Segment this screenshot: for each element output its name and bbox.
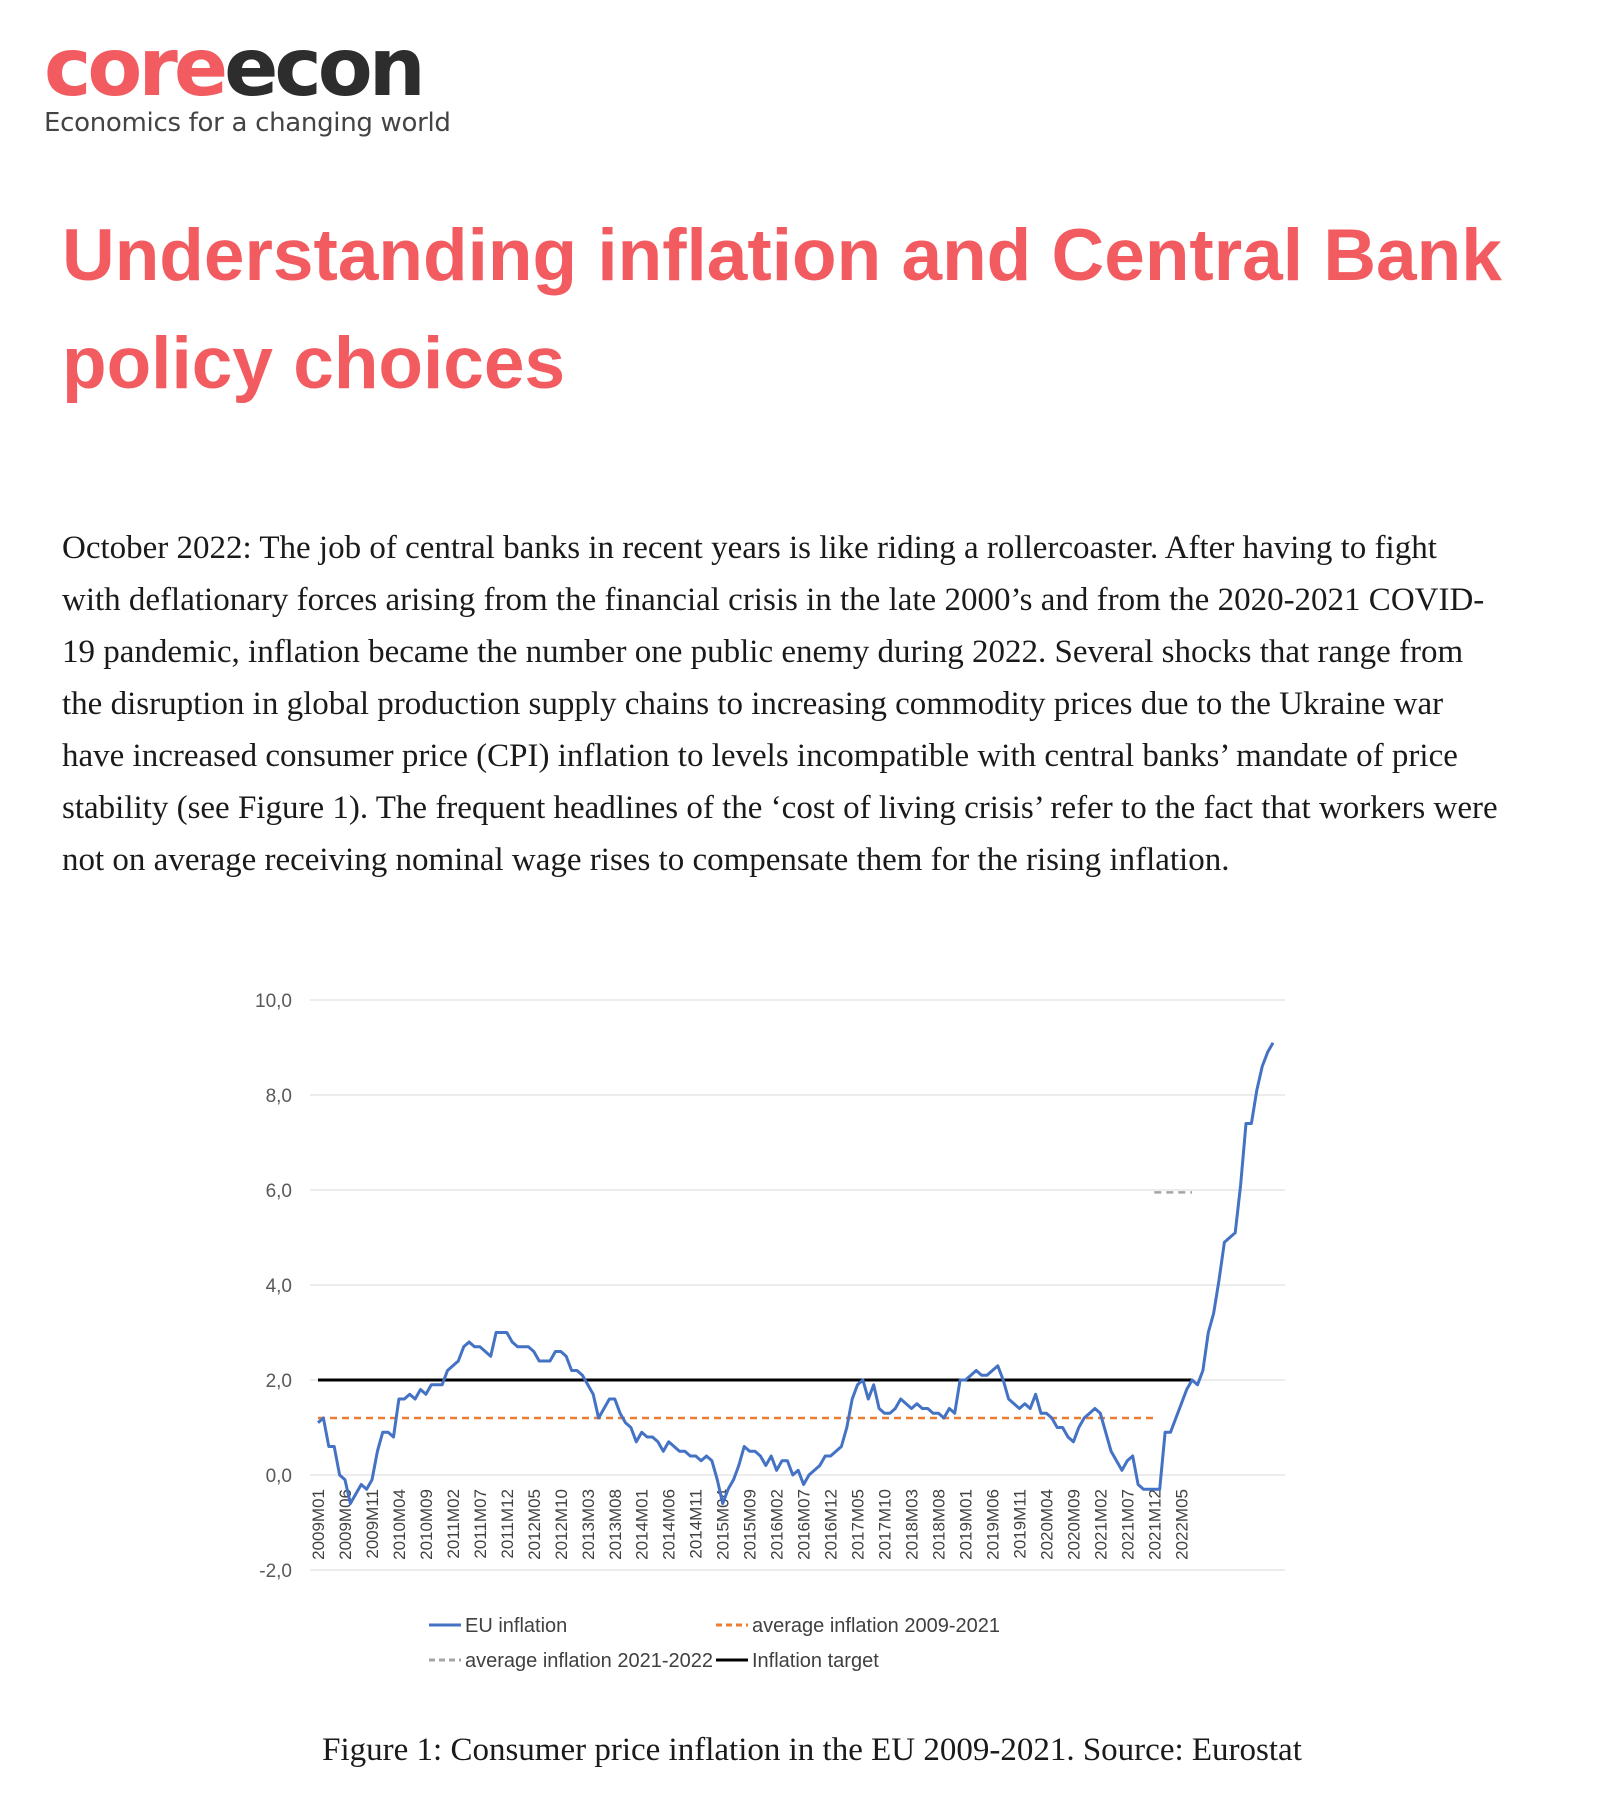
legend-entry: EU inflation bbox=[465, 1615, 567, 1637]
legend-entry: average inflation 2009-2021 bbox=[752, 1615, 1000, 1637]
x-tick-label: 2009M11 bbox=[363, 1489, 382, 1559]
x-tick-label: 2014M06 bbox=[660, 1489, 679, 1560]
x-tick-label: 2017M10 bbox=[876, 1489, 895, 1560]
article-paragraph: October 2022: The job of central banks i… bbox=[62, 530, 1498, 878]
y-tick-label: -2,0 bbox=[259, 1561, 292, 1582]
y-tick-label: 8,0 bbox=[266, 1086, 292, 1107]
x-tick-label: 2011M12 bbox=[498, 1489, 517, 1559]
x-tick-label: 2011M07 bbox=[471, 1489, 490, 1559]
x-tick-label: 2013M08 bbox=[606, 1489, 625, 1560]
legend-entry: Inflation target bbox=[752, 1650, 879, 1672]
logo-wordmark: coreecon bbox=[44, 28, 451, 108]
logo-tagline: Economics for a changing world bbox=[44, 108, 451, 138]
legend-entry: average inflation 2021-2022 bbox=[465, 1650, 713, 1672]
x-tick-label: 2009M06 bbox=[336, 1489, 355, 1560]
x-tick-label: 2010M09 bbox=[417, 1489, 436, 1560]
x-tick-label: 2017M05 bbox=[849, 1489, 868, 1560]
x-tick-label: 2021M02 bbox=[1091, 1489, 1110, 1560]
y-tick-label: 2,0 bbox=[266, 1371, 292, 1392]
x-tick-label: 2016M12 bbox=[822, 1489, 841, 1560]
figure-caption: Figure 1: Consumer price inflation in th… bbox=[322, 1732, 1302, 1768]
x-tick-label: 2016M02 bbox=[768, 1489, 787, 1560]
x-tick-label: 2018M03 bbox=[903, 1489, 922, 1560]
logo-word-econ: econ bbox=[224, 21, 426, 114]
x-tick-label: 2012M10 bbox=[552, 1489, 571, 1560]
x-tick-label: 2016M07 bbox=[795, 1489, 814, 1560]
x-tick-label: 2018M08 bbox=[929, 1489, 948, 1560]
x-tick-label: 2021M12 bbox=[1145, 1489, 1164, 1560]
x-tick-label: 2019M06 bbox=[983, 1489, 1002, 1560]
x-tick-label: 2014M01 bbox=[633, 1489, 652, 1560]
x-tick-label: 2012M05 bbox=[525, 1489, 544, 1560]
y-tick-label: 6,0 bbox=[266, 1181, 292, 1202]
x-tick-label: 2019M01 bbox=[956, 1489, 975, 1560]
x-tick-label: 2019M11 bbox=[1010, 1489, 1029, 1559]
y-tick-label: 4,0 bbox=[266, 1276, 292, 1297]
x-tick-label: 2015M09 bbox=[741, 1489, 760, 1560]
x-tick-label: 2013M03 bbox=[579, 1489, 598, 1560]
inflation-chart: 10,0 8,0 6,0 4,0 2,0 0,0 -2,0 2009M01 2009M06 200… bbox=[255, 991, 1285, 1672]
x-tick-label: 2011M02 bbox=[444, 1489, 463, 1559]
x-tick-label: 2022M05 bbox=[1172, 1489, 1191, 1560]
article-title: Understanding inflation and Central Bank… bbox=[62, 215, 1502, 404]
logo-word-core: core bbox=[44, 21, 228, 114]
x-tick-label: 2009M01 bbox=[309, 1489, 328, 1560]
x-tick-label: 2015M04 bbox=[714, 1489, 733, 1560]
x-tick-label: 2014M11 bbox=[687, 1489, 706, 1559]
coreecon-logo[interactable]: coreecon Economics for a changing world bbox=[44, 28, 451, 139]
x-tick-label: 2020M04 bbox=[1037, 1489, 1056, 1560]
y-tick-label: 0,0 bbox=[266, 1466, 292, 1487]
y-tick-label: 10,0 bbox=[255, 991, 292, 1012]
series-line bbox=[317, 1042, 1275, 1505]
x-tick-label: 2020M09 bbox=[1064, 1489, 1083, 1560]
x-tick-label: 2010M04 bbox=[390, 1489, 409, 1560]
x-tick-label: 2021M07 bbox=[1118, 1489, 1137, 1560]
